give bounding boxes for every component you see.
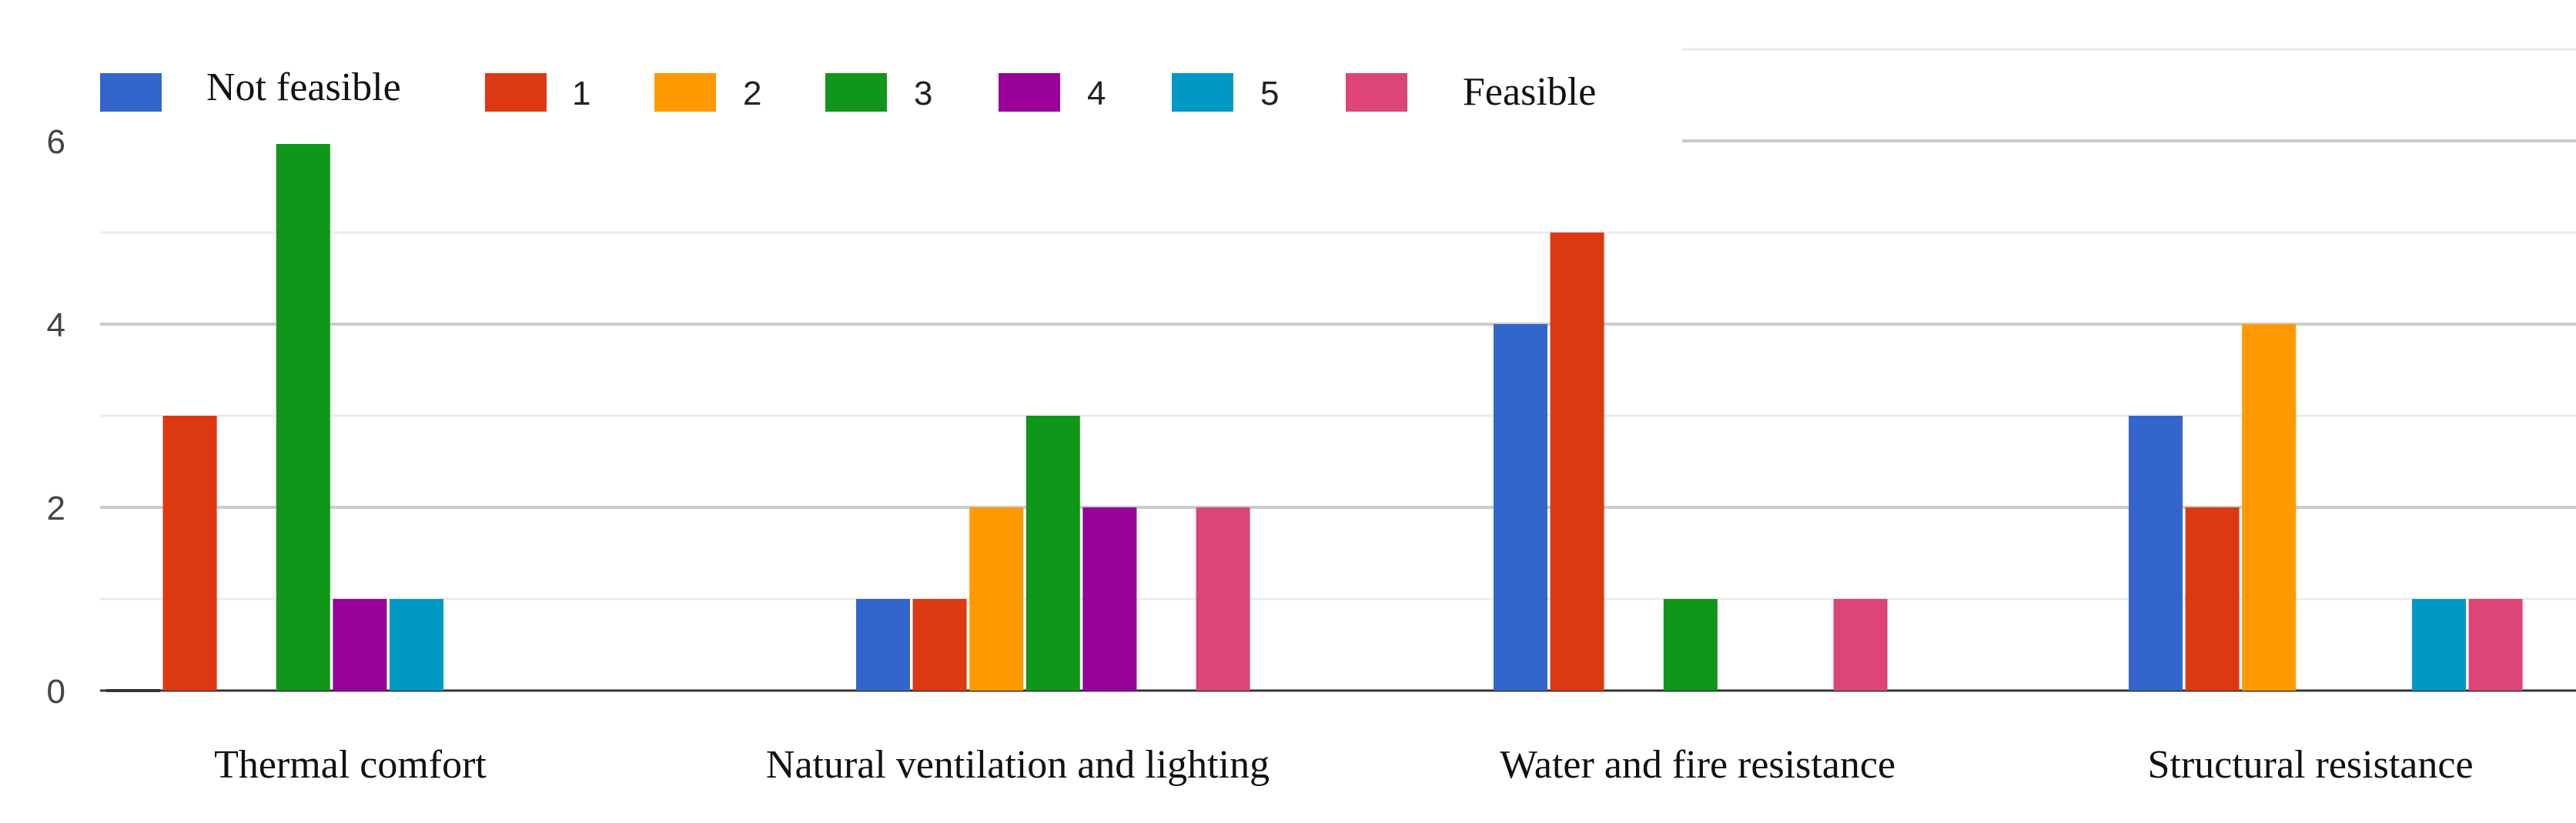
legend: Not feasible 1 2 3 4 5 Feasible [77, 40, 1682, 144]
bar [912, 599, 967, 691]
bar [1196, 507, 1250, 691]
bar [2242, 324, 2297, 691]
legend-label: 2 [743, 75, 761, 112]
legend-swatch [485, 73, 547, 112]
bar [162, 416, 217, 691]
bar [2185, 507, 2240, 691]
x-category-label: Thermal comfort [214, 743, 487, 787]
x-category-label: Water and fire resistance [1500, 743, 1895, 787]
bar [1025, 416, 1080, 691]
bar [1494, 324, 1547, 691]
legend-label: Not feasible [206, 65, 401, 109]
x-category-label: Natural ventilation and lighting [766, 743, 1270, 787]
bar [276, 141, 330, 691]
legend-swatch [1346, 73, 1407, 112]
legend-swatch [100, 73, 162, 112]
legend-swatch [1172, 73, 1233, 112]
legend-swatch [999, 73, 1060, 112]
bar [1833, 599, 1888, 691]
x-category-label: Structural resistance [2147, 743, 2473, 787]
legend-label: 3 [914, 75, 932, 112]
legend-swatch [654, 73, 716, 112]
y-tick-label: 0 [47, 673, 65, 711]
y-tick-label: 4 [47, 306, 65, 344]
bar [2412, 599, 2466, 691]
legend-label: 5 [1260, 75, 1279, 112]
y-axis-ticks: 0 2 4 6 [47, 123, 65, 711]
bar [1550, 233, 1604, 691]
bars [106, 141, 2523, 692]
x-axis-categories: Thermal comfort Natural ventilation and l… [214, 743, 2473, 787]
bar [2129, 416, 2183, 691]
bar [1663, 599, 1718, 691]
legend-label: 1 [572, 75, 590, 112]
legend-label: Feasible [1463, 70, 1596, 114]
bar [856, 599, 910, 691]
y-tick-label: 2 [47, 490, 65, 527]
bar [390, 599, 443, 691]
bar [969, 507, 1024, 691]
bar [1082, 507, 1137, 691]
bar [2468, 599, 2523, 691]
bar-zero-marker [106, 689, 160, 692]
legend-swatch [825, 73, 887, 112]
bar [333, 599, 387, 691]
legend-label: 4 [1087, 75, 1106, 112]
y-tick-label: 6 [47, 123, 65, 161]
